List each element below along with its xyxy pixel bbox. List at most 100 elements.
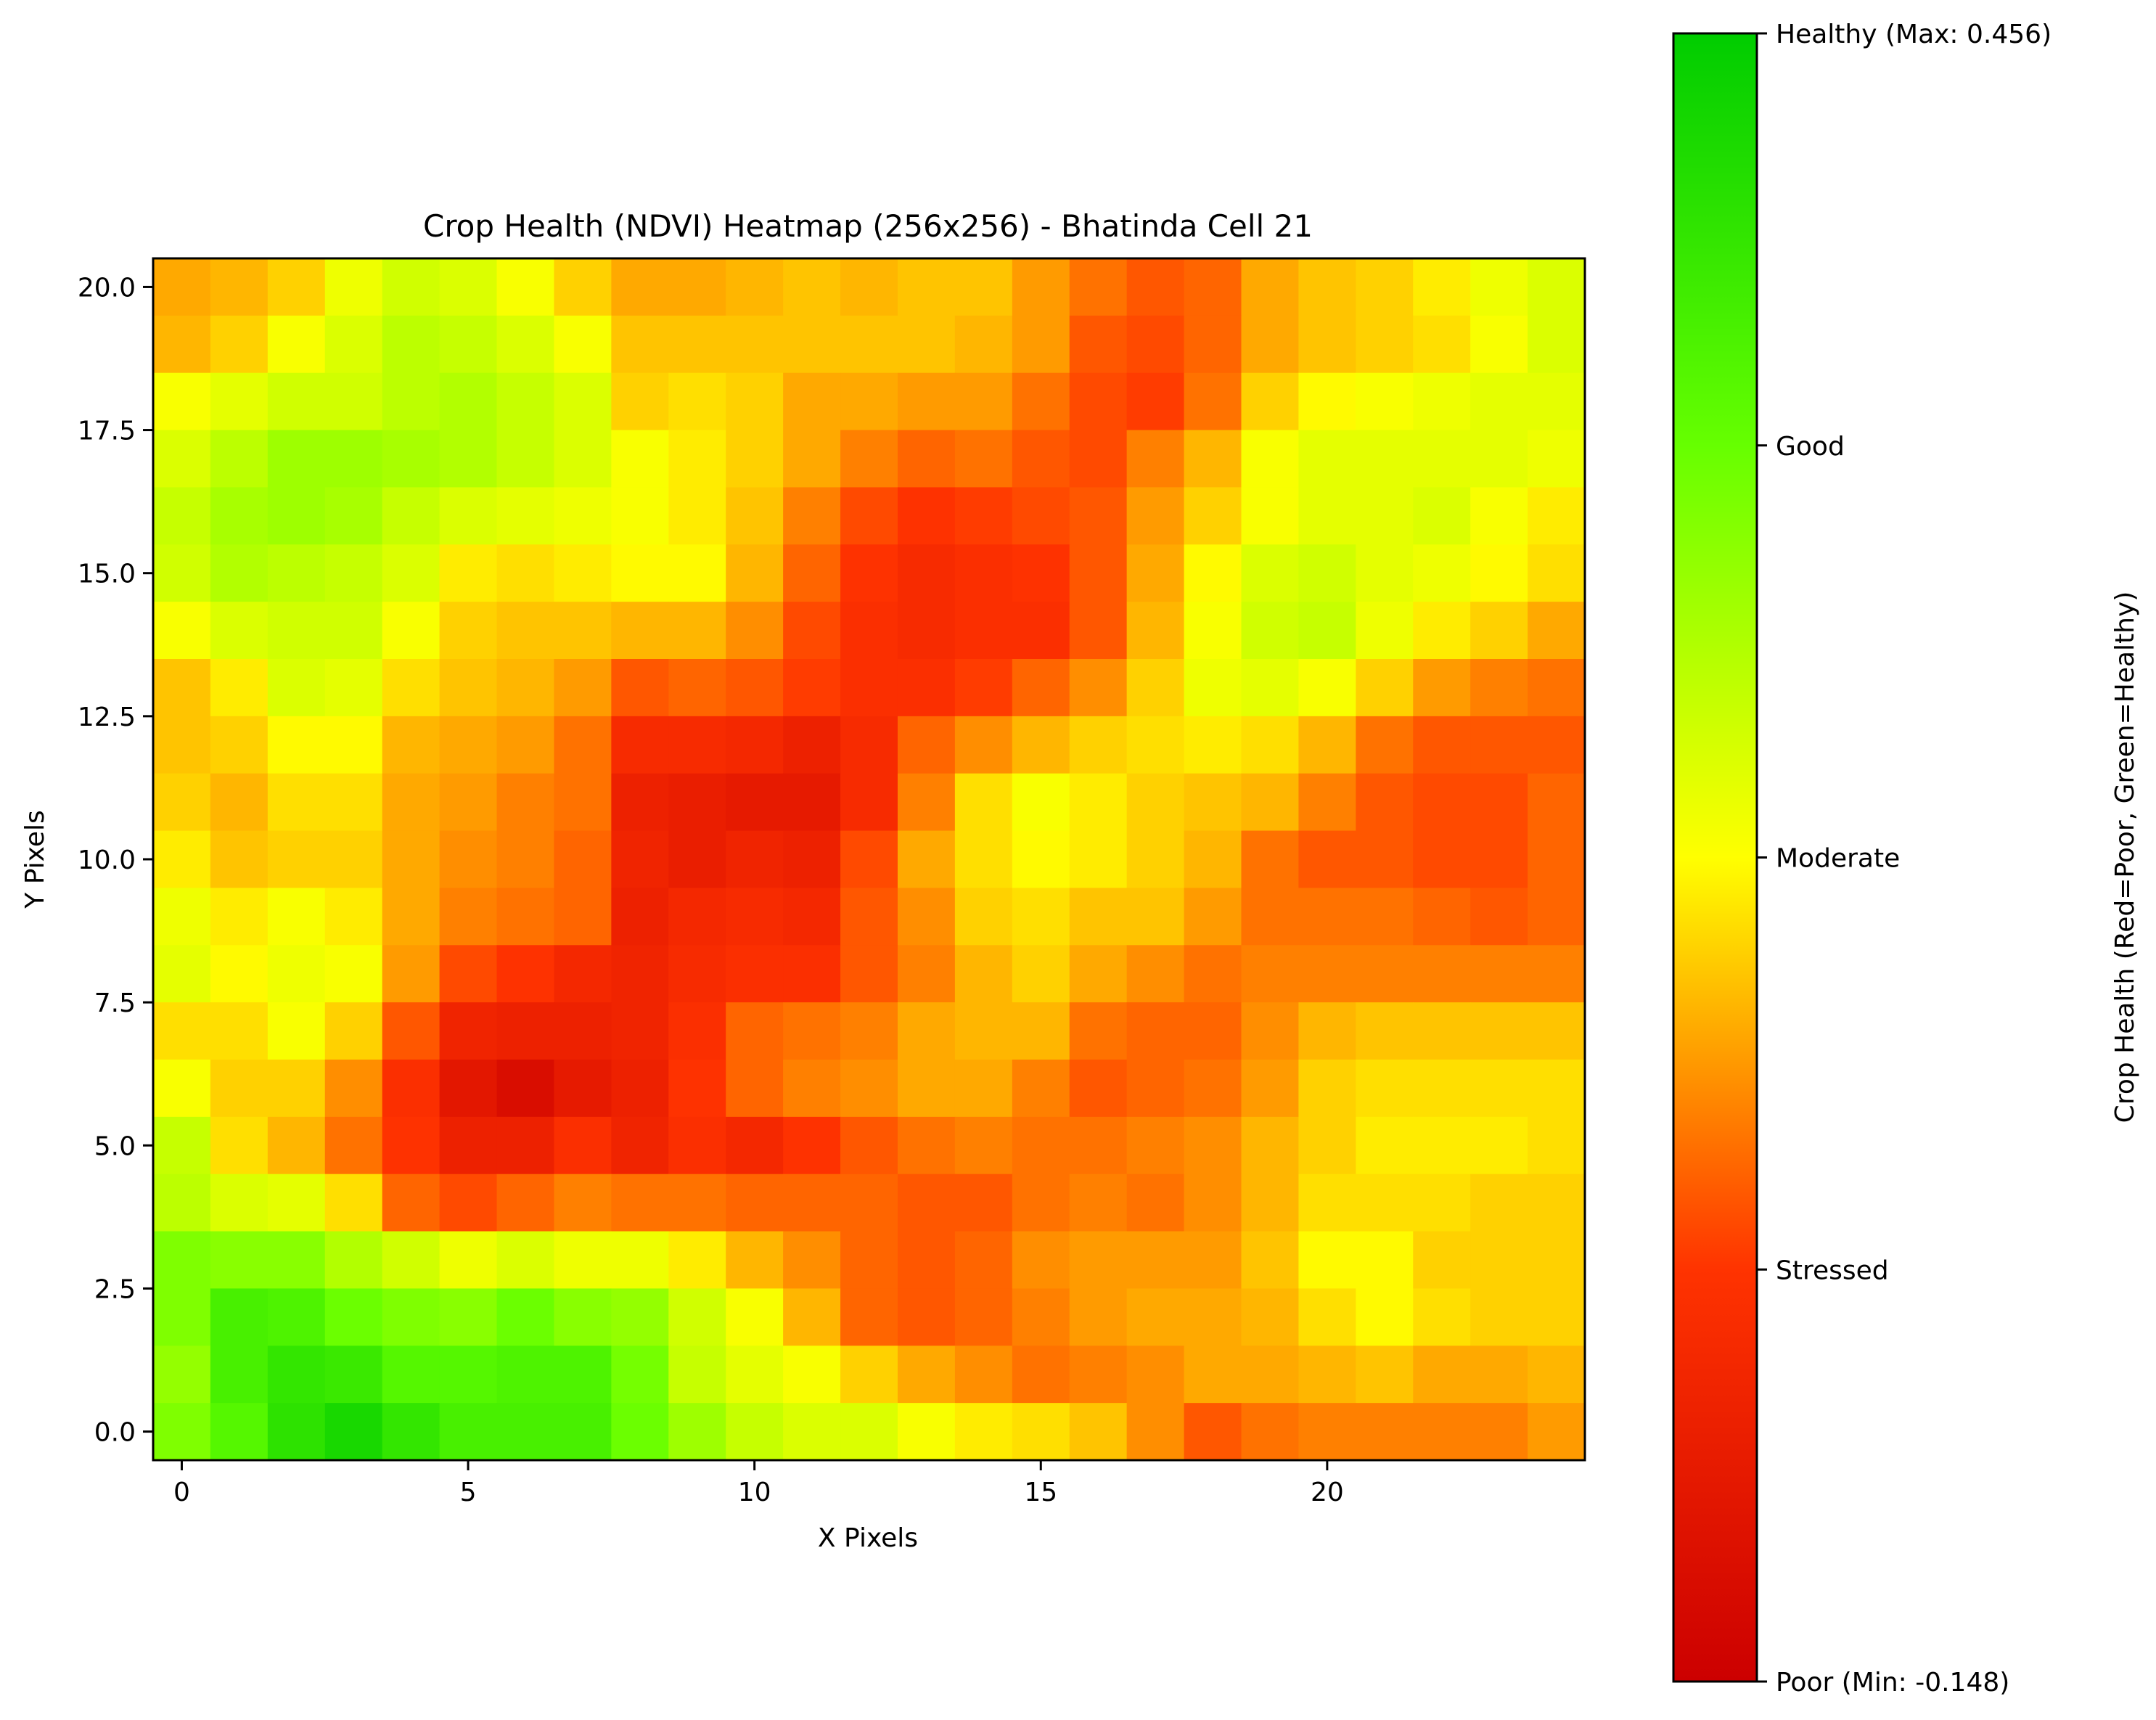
heatmap-cell <box>1126 258 1185 316</box>
heatmap-cell <box>496 888 555 946</box>
heatmap-cell <box>1241 487 1299 545</box>
heatmap-cell <box>1470 372 1528 431</box>
heatmap-cell <box>1126 1346 1185 1404</box>
heatmap-cell <box>210 773 269 832</box>
heatmap-cell <box>1069 888 1128 946</box>
heatmap-cell <box>611 1231 669 1290</box>
heatmap-cell <box>496 1002 555 1060</box>
heatmap-cell <box>840 1174 898 1232</box>
heatmap-cell <box>210 888 269 946</box>
heatmap-cell <box>668 487 726 545</box>
heatmap-cell <box>1069 1403 1128 1461</box>
heatmap-cell <box>439 773 498 832</box>
x-tick-label: 10 <box>738 1478 771 1507</box>
heatmap-cell <box>382 1346 440 1404</box>
heatmap-cell <box>1470 716 1528 774</box>
heatmap-cell <box>153 372 211 431</box>
heatmap-cell <box>496 1060 555 1118</box>
heatmap-cell <box>153 1231 211 1290</box>
heatmap-cell <box>668 430 726 488</box>
heatmap-cell <box>324 1231 383 1290</box>
heatmap-cell <box>1413 1288 1471 1346</box>
heatmap-cell <box>324 659 383 717</box>
heatmap-cell <box>382 659 440 717</box>
heatmap-cell <box>1184 888 1242 946</box>
heatmap-cell <box>897 1231 956 1290</box>
heatmap-cell <box>267 888 326 946</box>
heatmap-cell <box>1126 1231 1185 1290</box>
heatmap-cell <box>726 1116 784 1175</box>
heatmap-cell <box>1184 1002 1242 1060</box>
heatmap-cell <box>1298 315 1356 374</box>
heatmap-cell <box>267 1060 326 1118</box>
heatmap-cell <box>1528 372 1586 431</box>
heatmap-cell <box>897 945 956 1003</box>
heatmap-cell <box>611 659 669 717</box>
heatmap-cell <box>1069 830 1128 889</box>
heatmap-cell <box>1012 544 1070 602</box>
heatmap-cell <box>554 1116 612 1175</box>
heatmap-cell <box>897 315 956 374</box>
heatmap-cell <box>1069 1174 1128 1232</box>
heatmap-cell <box>840 659 898 717</box>
x-tick-label: 0 <box>173 1478 190 1507</box>
heatmap-cell <box>439 1403 498 1461</box>
heatmap-cell <box>496 372 555 431</box>
heatmap-cell <box>840 945 898 1003</box>
heatmap-cell <box>668 258 726 316</box>
heatmap-cell <box>668 372 726 431</box>
heatmap-cell <box>210 1403 269 1461</box>
heatmap-cell <box>668 830 726 889</box>
heatmap-cell <box>897 830 956 889</box>
colorbar-tick-label: Good <box>1776 432 1845 462</box>
heatmap-cell <box>1012 602 1070 660</box>
heatmap-cell <box>897 888 956 946</box>
heatmap-cell <box>611 602 669 660</box>
heatmap-cell <box>1528 945 1586 1003</box>
heatmap-cell <box>1528 430 1586 488</box>
heatmap-cell <box>897 1346 956 1404</box>
heatmap-cell <box>554 1002 612 1060</box>
heatmap-cell <box>954 1346 1013 1404</box>
heatmap-cell <box>668 544 726 602</box>
heatmap-cell <box>496 945 555 1003</box>
heatmap-cell <box>324 430 383 488</box>
heatmap-cell <box>324 1346 383 1404</box>
heatmap-cell <box>1012 1174 1070 1232</box>
heatmap-cell <box>153 544 211 602</box>
heatmap-cell <box>267 945 326 1003</box>
heatmap-cell <box>1184 1288 1242 1346</box>
heatmap-cell <box>840 315 898 374</box>
heatmap-cell <box>1528 830 1586 889</box>
heatmap-cell <box>324 544 383 602</box>
heatmap-cell <box>324 1116 383 1175</box>
heatmap-cell <box>324 888 383 946</box>
heatmap-cell <box>382 888 440 946</box>
heatmap-cell <box>1184 487 1242 545</box>
heatmap-cell <box>1241 1116 1299 1175</box>
heatmap-cell <box>668 1346 726 1404</box>
colorbar-tick-label: Moderate <box>1776 844 1900 874</box>
heatmap-cell <box>726 487 784 545</box>
heatmap-cell <box>1241 659 1299 717</box>
heatmap-cell <box>210 258 269 316</box>
heatmap-cell <box>726 1346 784 1404</box>
heatmap-cell <box>1413 544 1471 602</box>
heatmap-cell <box>1470 602 1528 660</box>
y-tick-label: 20.0 <box>78 273 136 303</box>
heatmap-cell <box>382 430 440 488</box>
heatmap-cell <box>1012 1002 1070 1060</box>
heatmap-cell <box>726 430 784 488</box>
heatmap-cell <box>1012 487 1070 545</box>
heatmap-cell <box>1356 258 1414 316</box>
heatmap-cell <box>1241 1174 1299 1232</box>
heatmap-cell <box>1528 1346 1586 1404</box>
heatmap-cell <box>1126 945 1185 1003</box>
heatmap-cell <box>897 1403 956 1461</box>
heatmap-cell <box>1012 716 1070 774</box>
heatmap-cell <box>267 315 326 374</box>
heatmap-cell <box>897 1060 956 1118</box>
heatmap-cell <box>1298 1231 1356 1290</box>
heatmap-cell <box>726 945 784 1003</box>
heatmap-cell <box>954 1060 1013 1118</box>
